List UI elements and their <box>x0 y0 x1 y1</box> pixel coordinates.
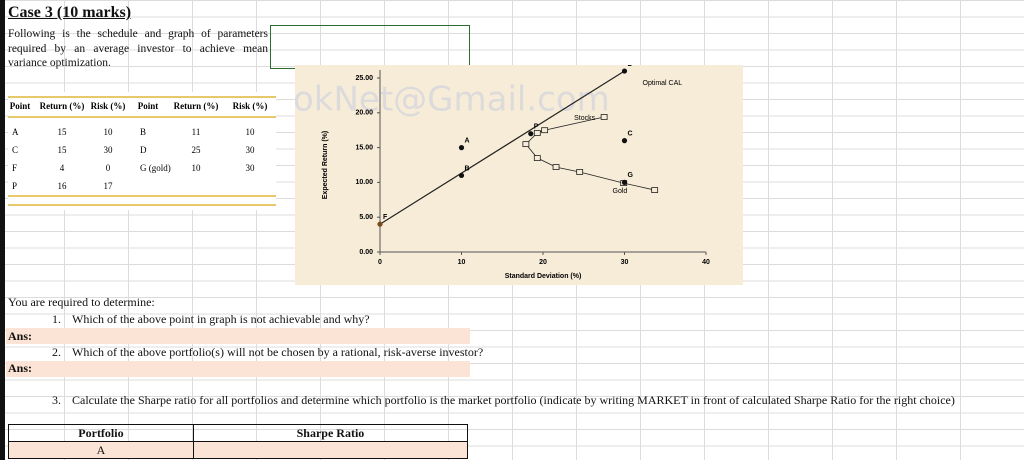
y-tick-label: 5.00 <box>359 214 373 221</box>
point-label: F <box>383 214 388 221</box>
column-header: Risk (%) <box>91 101 126 111</box>
question-number: 3. <box>52 393 61 407</box>
point <box>528 131 534 137</box>
schedule-table: Point Return (%) Risk (%) Point Return (%) Ri… <box>8 92 276 210</box>
y-tick-label: 25.00 <box>355 75 373 82</box>
point <box>621 68 628 74</box>
frontier-marker <box>552 164 560 170</box>
cell: 30 <box>104 145 114 155</box>
x-tick-label: 40 <box>702 259 710 266</box>
sharpe-table: Portfolio Sharpe Ratio A <box>8 424 469 459</box>
cal-label: Optimal CAL <box>643 80 683 87</box>
answer-label: Ans: <box>8 329 33 343</box>
point <box>377 221 383 227</box>
chart-background <box>295 65 743 285</box>
column-header: Return (%) <box>174 101 219 111</box>
cell: 17 <box>104 181 114 191</box>
cell: 15 <box>58 145 68 155</box>
table-background <box>8 92 276 210</box>
cell: 16 <box>58 181 68 191</box>
empty-box <box>270 25 470 69</box>
y-tick-label: 10.00 <box>355 179 373 186</box>
question: Which of the above point in graph is not… <box>72 312 370 326</box>
cell: B <box>140 127 146 137</box>
x-tick-label: 10 <box>458 259 466 266</box>
answer-row <box>6 328 470 344</box>
title: Case 3 (10 marks) <box>8 4 132 21</box>
x-axis-label: Standard Deviation (%) <box>505 273 582 280</box>
chart: okNet@Gmail.com 0.00 5.00 10.00 15.00 20.00 25… <box>295 65 743 285</box>
point <box>621 179 628 185</box>
column-header: Return (%) <box>40 101 85 111</box>
cell: 15 <box>58 127 68 137</box>
watermark: okNet@Gmail.com <box>295 80 610 120</box>
cell: P <box>12 181 17 191</box>
question-lead: You are required to determine: <box>8 295 155 309</box>
cell: 10 <box>246 127 256 137</box>
x-tick-label: 0 <box>378 259 382 266</box>
cell: A <box>12 127 19 137</box>
column-header: Point <box>10 101 31 111</box>
cell <box>192 441 469 459</box>
column-header: Portfolio <box>8 424 194 442</box>
point-label: C <box>628 130 633 137</box>
column-header: Risk (%) <box>233 101 268 111</box>
cell: 30 <box>246 163 256 173</box>
point-label: D <box>628 65 633 68</box>
frontier-marker <box>533 130 541 136</box>
point-label: P <box>534 124 539 131</box>
answer-row <box>6 361 470 377</box>
point-label: G <box>628 172 634 179</box>
cal-line <box>379 70 625 225</box>
frontier-marker <box>541 127 549 134</box>
frontier-label: Stocks <box>574 115 596 122</box>
y-tick-label: 20.00 <box>355 110 373 117</box>
intro: Following is the schedule and graph of p… <box>8 28 268 69</box>
cell: 10 <box>192 163 202 173</box>
cell: 4 <box>60 163 65 173</box>
cell: 10 <box>104 127 114 137</box>
cell: C <box>12 145 18 155</box>
point-label: A <box>465 137 470 144</box>
answer-label: Ans: <box>8 361 33 375</box>
frontier-marker <box>651 187 659 193</box>
y-tick-label: 0.00 <box>359 249 373 256</box>
point-label: B <box>465 165 470 172</box>
column-header: Sharpe Ratio <box>192 424 469 442</box>
point <box>458 145 465 151</box>
cell: 25 <box>192 145 202 155</box>
frontier-marker <box>576 169 584 175</box>
y-axis-label: Expected Return (%) <box>322 131 329 199</box>
frontier-marker <box>600 114 608 120</box>
cell: A <box>8 441 194 459</box>
cell: F <box>12 163 17 173</box>
cell: D <box>140 145 147 155</box>
row-header-strip <box>0 0 5 460</box>
frontier-marker <box>522 141 530 148</box>
cell: 11 <box>192 127 201 137</box>
question-number: 2. <box>52 345 61 359</box>
x-tick-label: 20 <box>539 259 547 266</box>
cell: G (gold) <box>140 163 171 173</box>
column-header: Point <box>138 101 159 111</box>
annotation: Gold <box>613 188 628 195</box>
point <box>458 172 465 179</box>
question: Which of the above portfolio(s) will not… <box>72 345 484 359</box>
point <box>621 138 628 144</box>
cell: 0 <box>106 163 111 173</box>
x-tick-label: 30 <box>621 259 629 266</box>
y-tick-label: 15.00 <box>355 144 373 151</box>
question: Calculate the Sharpe ratio for all portf… <box>72 393 955 407</box>
question-number: 1. <box>52 312 61 326</box>
frontier-marker <box>533 155 541 161</box>
cell: 30 <box>246 145 256 155</box>
